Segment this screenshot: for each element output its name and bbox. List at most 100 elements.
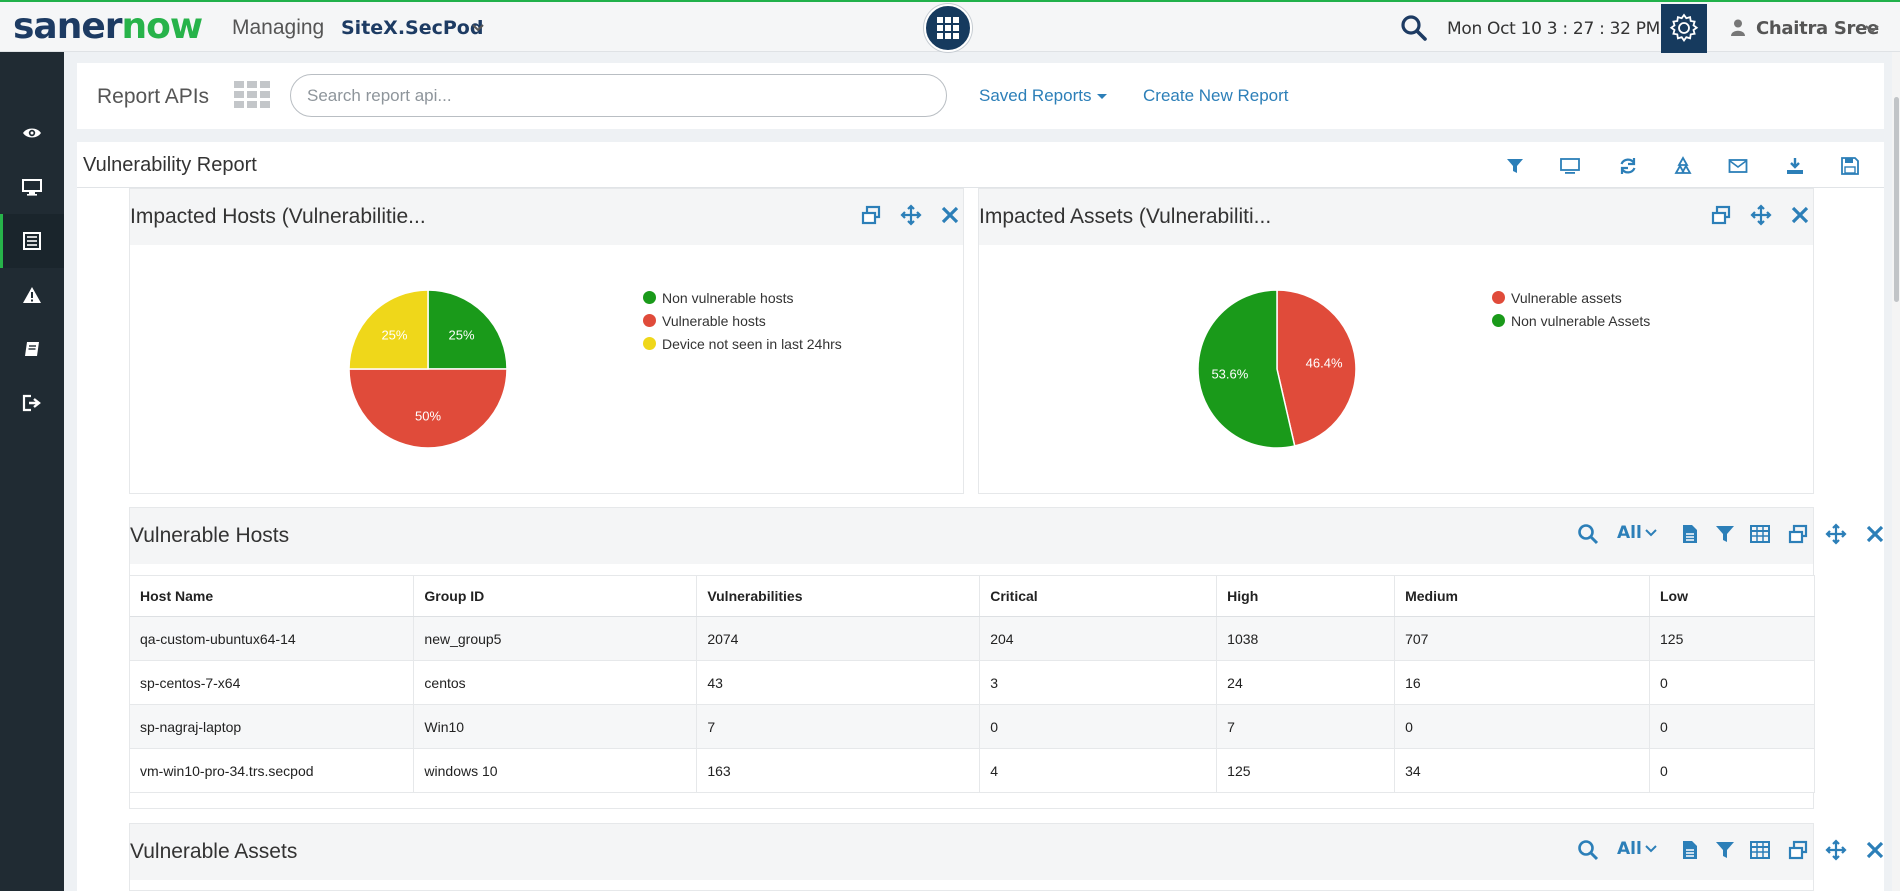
table-cell: 707 [1394,616,1650,661]
move-icon[interactable] [1825,839,1847,861]
search-icon[interactable] [1577,839,1599,861]
close-icon[interactable] [1789,204,1811,226]
pie-slice[interactable] [348,289,429,370]
page-scrollbar[interactable] [1892,52,1900,891]
filter-all-dropdown[interactable]: All [1617,839,1658,859]
pie-slice[interactable] [1197,289,1296,449]
pie-slice[interactable] [1276,289,1357,447]
table-columns-icon[interactable] [1749,523,1771,545]
chevron-down-icon [1645,529,1657,537]
pie-slice-label: 50% [415,408,441,423]
search-icon[interactable] [1577,523,1599,545]
table-cell: sp-centos-7-x64 [130,660,415,705]
pie-slice[interactable] [427,289,508,370]
chevron-down-icon[interactable] [1864,21,1880,37]
search-icon[interactable] [1400,14,1428,42]
widget-title: Impacted Hosts (Vulnerabilitie... [130,205,426,228]
table-cell: centos [413,660,698,705]
table-cell: Win10 [413,704,698,749]
grid-icon [937,17,959,39]
table-row[interactable]: qa-custom-ubuntux64-14 new_group5 2074 2… [130,616,1815,661]
download-icon[interactable] [1785,156,1805,176]
legend-item[interactable]: Non vulnerable hosts [643,286,842,309]
search-report-input[interactable] [290,74,947,117]
sidebar-item-alerts[interactable] [0,268,64,322]
column-header[interactable]: Critical [979,575,1218,617]
widget-title: Vulnerable Hosts [130,524,290,547]
column-header[interactable]: Low [1649,575,1815,617]
filter-icon[interactable] [1714,839,1736,861]
document-icon[interactable] [1679,523,1701,545]
column-header[interactable]: Medium [1394,575,1650,617]
restore-window-icon[interactable] [1787,523,1809,545]
user-menu[interactable]: Chaitra Sree [1756,18,1879,39]
move-icon[interactable] [1825,523,1847,545]
column-header[interactable]: Vulnerabilities [696,575,981,617]
table-cell: 4 [979,748,1218,793]
column-header[interactable]: High [1216,575,1396,617]
legend-item[interactable]: Vulnerable hosts [643,309,842,332]
report-api-bar: Report APIs Saved Reports Create New Rep… [77,63,1884,129]
sidebar-item-placeholder [0,52,64,106]
legend-dot [1492,291,1505,304]
vulnerable-hosts-widget: Vulnerable Hosts All Host Name Group ID … [129,507,1884,809]
recycle-icon[interactable] [1673,156,1693,176]
save-icon[interactable] [1840,156,1860,176]
filter-icon[interactable] [1714,523,1736,545]
pie-slice-label: 25% [381,327,407,342]
filter-all-dropdown[interactable]: All [1617,523,1658,543]
settings-button[interactable] [1661,4,1707,53]
pie-slice-label: 25% [449,327,475,342]
user-icon [1731,19,1745,36]
sidebar-item-view[interactable] [0,106,64,160]
create-new-report-link[interactable]: Create New Report [1143,86,1289,105]
table-row[interactable]: sp-nagraj-laptop Win10 7 0 7 0 0 [130,704,1815,749]
sidebar-item-reports[interactable] [0,214,64,268]
impacted-hosts-legend: Non vulnerable hosts Vulnerable hosts De… [643,286,842,355]
widget-title: Vulnerable Assets [130,840,298,863]
table-cell: 3 [979,660,1218,705]
table-cell: 125 [1649,616,1815,661]
table-cell: 0 [1649,660,1815,705]
table-cell: 43 [696,660,981,705]
table-cell: 163 [696,748,981,793]
sidebar-item-devices[interactable] [0,160,64,214]
restore-window-icon[interactable] [1710,204,1732,226]
move-icon[interactable] [1750,204,1772,226]
grid-view-icon[interactable] [234,81,270,109]
move-icon[interactable] [900,204,922,226]
warning-icon [23,287,41,303]
close-icon[interactable] [939,204,961,226]
apps-grid-button[interactable] [924,4,972,52]
legend-item[interactable]: Non vulnerable Assets [1492,309,1650,332]
sidebar-item-docs[interactable] [0,322,64,376]
chevron-down-icon[interactable] [470,20,486,36]
sanernow-logo[interactable]: sanernow [13,6,203,47]
filter-icon[interactable] [1505,156,1525,176]
monitor-icon[interactable] [1560,156,1580,176]
logout-icon [22,394,41,412]
site-selector[interactable]: SiteX.SecPod [341,17,484,39]
table-cell: 204 [979,616,1218,661]
table-row[interactable]: sp-centos-7-x64 centos 43 3 24 16 0 [130,660,1815,705]
close-icon[interactable] [1864,523,1886,545]
restore-window-icon[interactable] [1787,839,1809,861]
document-icon[interactable] [1679,839,1701,861]
vulnerable-assets-widget: Vulnerable Assets All [129,823,1884,891]
close-icon[interactable] [1864,839,1886,861]
legend-item[interactable]: Vulnerable assets [1492,286,1650,309]
scrollbar-thumb[interactable] [1894,97,1899,302]
legend-item[interactable]: Device not seen in last 24hrs [643,332,842,355]
column-header[interactable]: Host Name [130,575,415,617]
pie-slice[interactable] [348,368,508,449]
column-header[interactable]: Group ID [413,575,698,617]
table-columns-icon[interactable] [1749,839,1771,861]
email-icon[interactable] [1728,156,1748,176]
table-cell: 2074 [696,616,981,661]
table-cell: 24 [1216,660,1396,705]
saved-reports-dropdown[interactable]: Saved Reports [979,86,1108,106]
table-row[interactable]: vm-win10-pro-34.trs.secpod windows 10 16… [130,748,1815,793]
sidebar-item-logout[interactable] [0,376,64,430]
restore-window-icon[interactable] [860,204,882,226]
refresh-icon[interactable] [1618,156,1638,176]
